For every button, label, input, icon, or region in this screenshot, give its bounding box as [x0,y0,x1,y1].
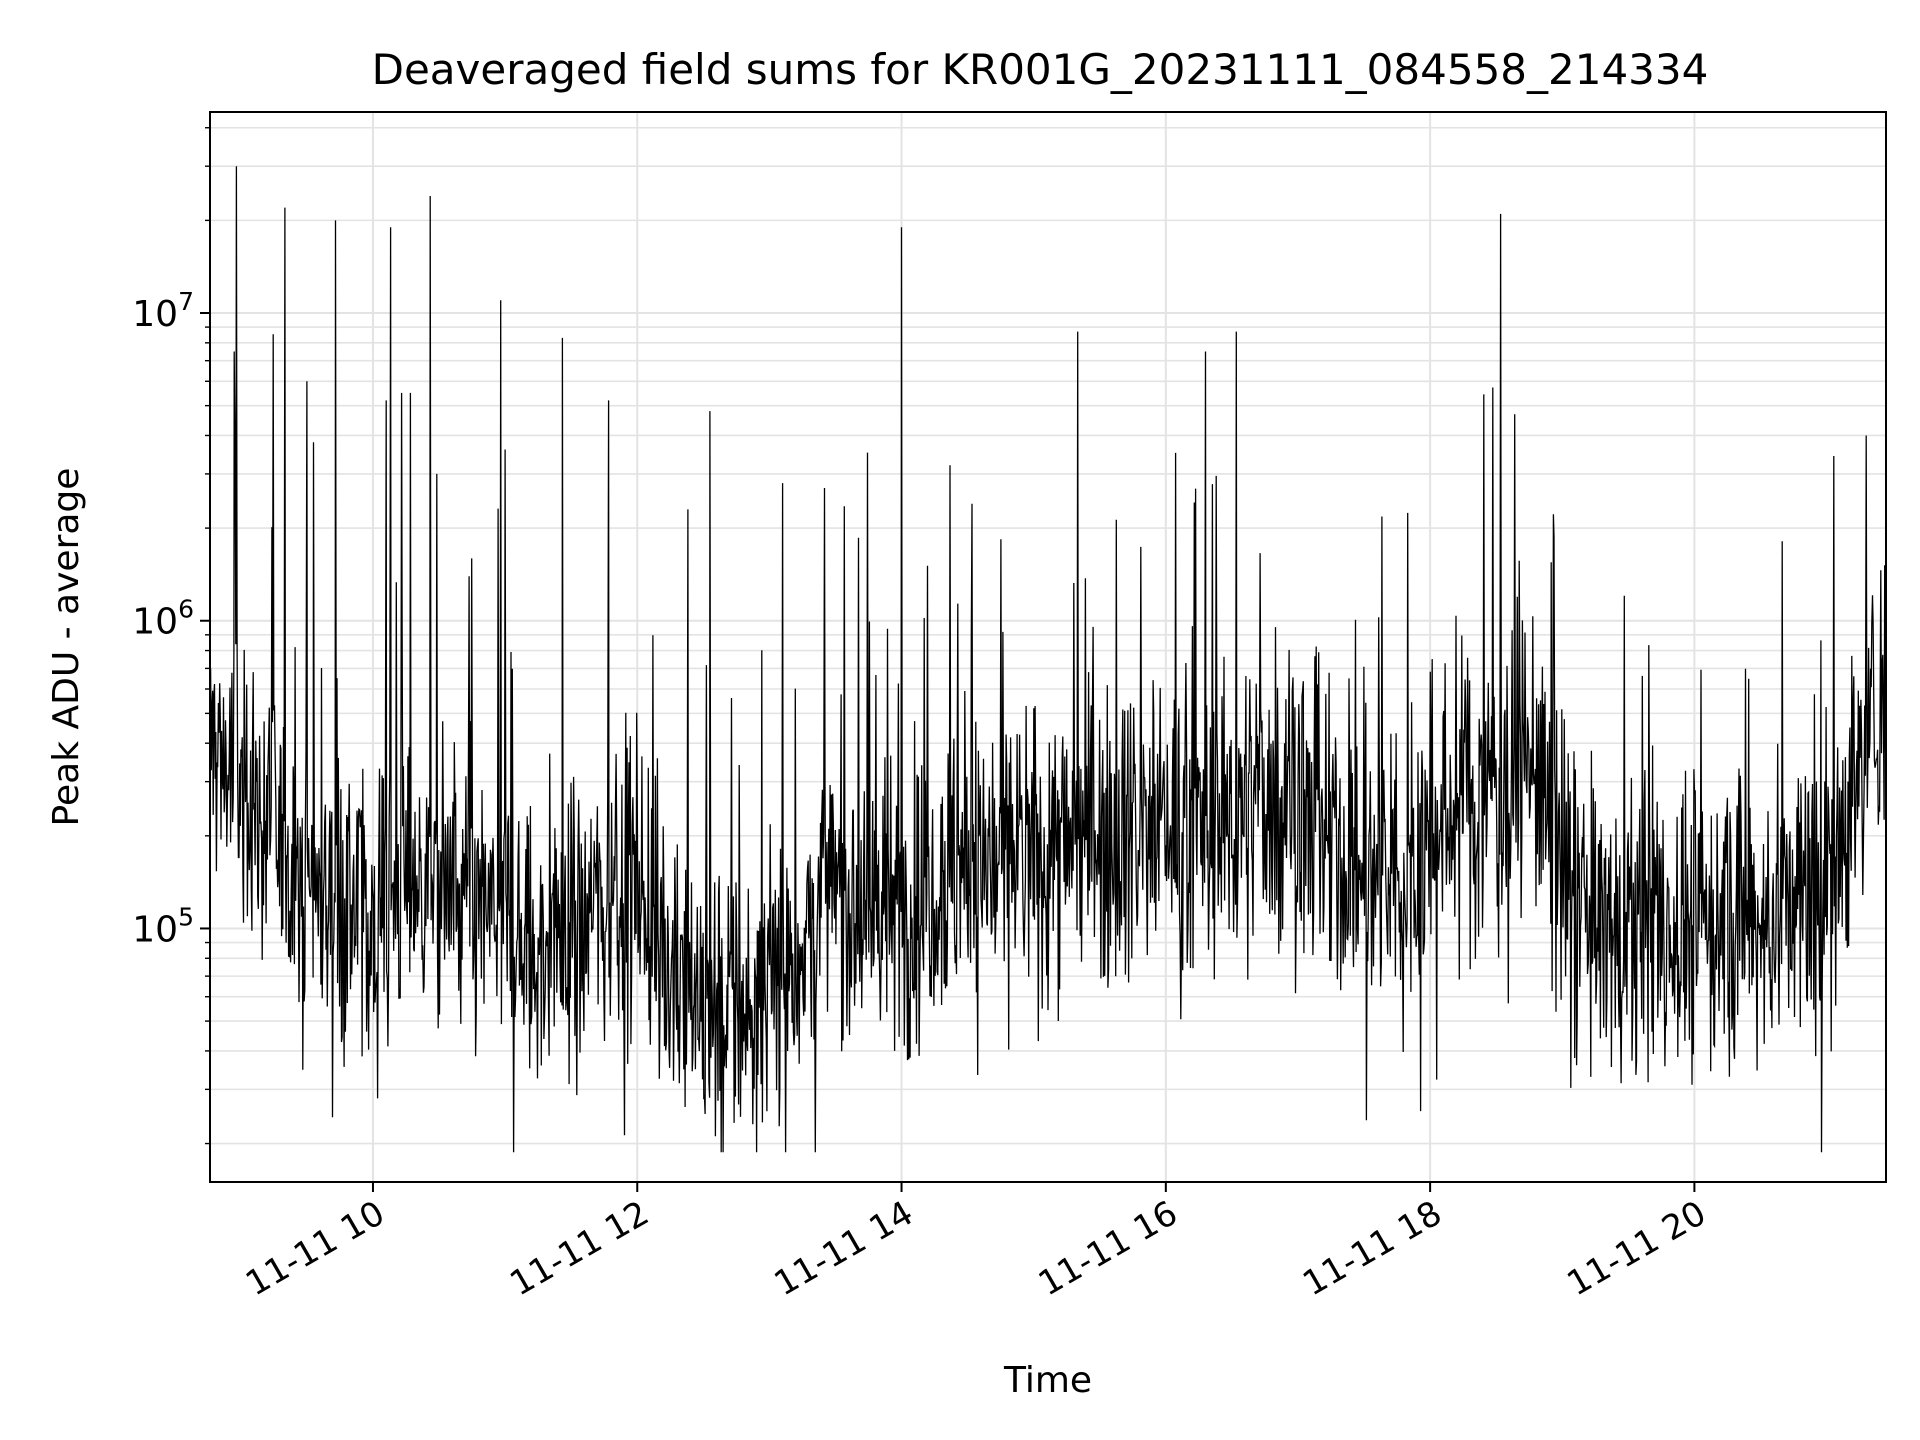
plot-area [209,166,1887,1153]
y-tick-exponent: 5 [178,902,194,931]
y-tick-label: 106 [132,595,194,643]
y-tick-exponent: 6 [178,595,194,624]
grid [210,112,1886,1182]
y-tick-exponent: 7 [178,287,194,316]
y-tick-base: 10 [132,294,178,335]
y-axis-label: Peak ADU - average [46,468,87,827]
chart-title: Deaveraged field sums for KR001G_2023111… [372,45,1709,94]
y-tick-base: 10 [132,909,178,950]
y-tick-label: 107 [132,287,194,335]
x-axis-label: Time [1003,1360,1092,1401]
series-line [209,166,1887,1153]
y-tick-label: 105 [132,902,194,950]
axes-frame [209,111,1887,1183]
y-tick-base: 10 [132,602,178,643]
